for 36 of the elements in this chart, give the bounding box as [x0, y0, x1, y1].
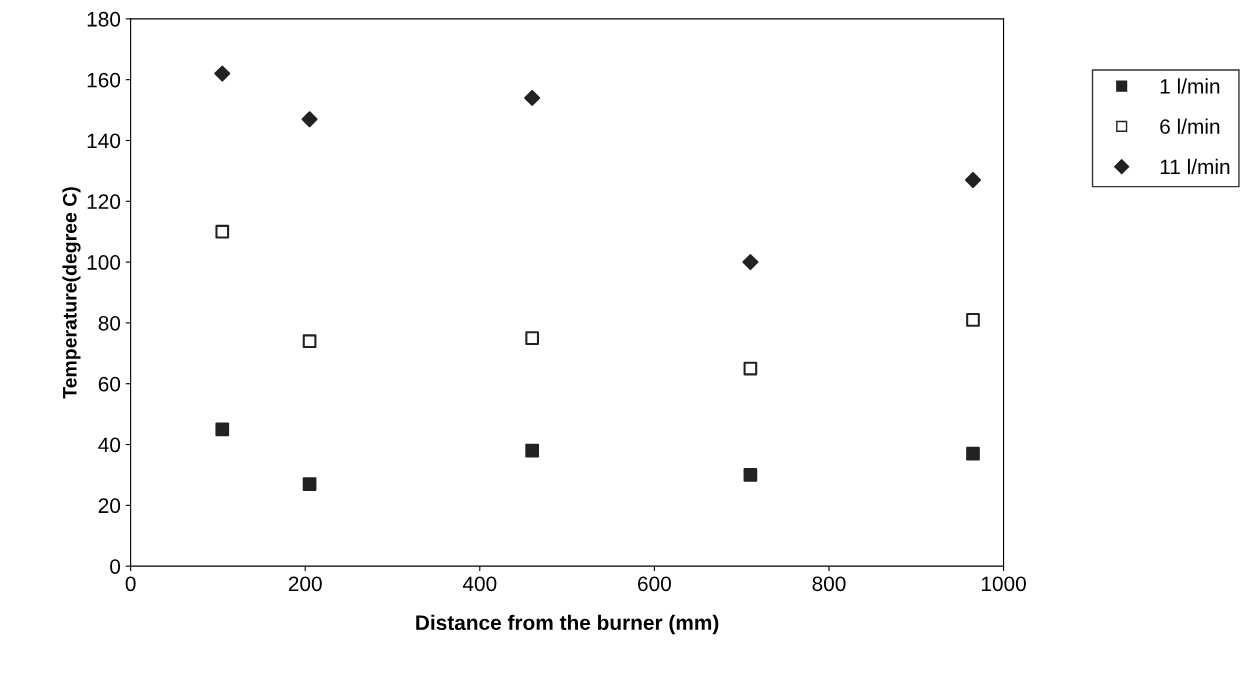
y-tick-label: 100	[87, 255, 121, 270]
point	[524, 89, 541, 106]
point	[966, 313, 980, 327]
point	[743, 361, 758, 376]
x-tick-label: 400	[462, 576, 497, 592]
y-tick-label: 140	[87, 133, 121, 149]
point	[525, 443, 540, 458]
x-axis-title: Distance from the burner (mm)	[416, 614, 719, 635]
x-tick-label: 800	[812, 576, 846, 592]
y-tick-label: 80	[98, 315, 121, 331]
y-tick-label: 160	[87, 72, 121, 88]
x-tick-label: 200	[288, 576, 322, 592]
y-tick-label: 60	[98, 376, 121, 392]
point	[742, 254, 759, 271]
y-tick-label: 20	[98, 498, 121, 514]
point	[302, 477, 317, 491]
legend-label: 6 l/min	[1160, 118, 1220, 134]
legend-label: 11 l/min	[1160, 158, 1230, 175]
point	[965, 172, 981, 188]
x-tick-label: 0	[125, 576, 136, 592]
y-axis-title: Temperature(degree C)	[62, 187, 81, 399]
point	[301, 111, 318, 128]
y-tick-label: 120	[87, 194, 121, 210]
x-tick-label: 600	[638, 576, 671, 592]
point	[302, 334, 317, 349]
point	[525, 331, 540, 345]
point	[966, 446, 980, 461]
y-tick-label: 180	[87, 11, 121, 27]
point	[215, 224, 230, 239]
y-tick-label: 40	[98, 437, 121, 453]
y-tick-label: 0	[110, 559, 121, 574]
point	[743, 468, 758, 482]
point	[215, 422, 230, 437]
point	[214, 65, 231, 82]
x-tick-label: 1000	[981, 576, 1026, 592]
legend-label: 1 l/min	[1160, 78, 1220, 94]
